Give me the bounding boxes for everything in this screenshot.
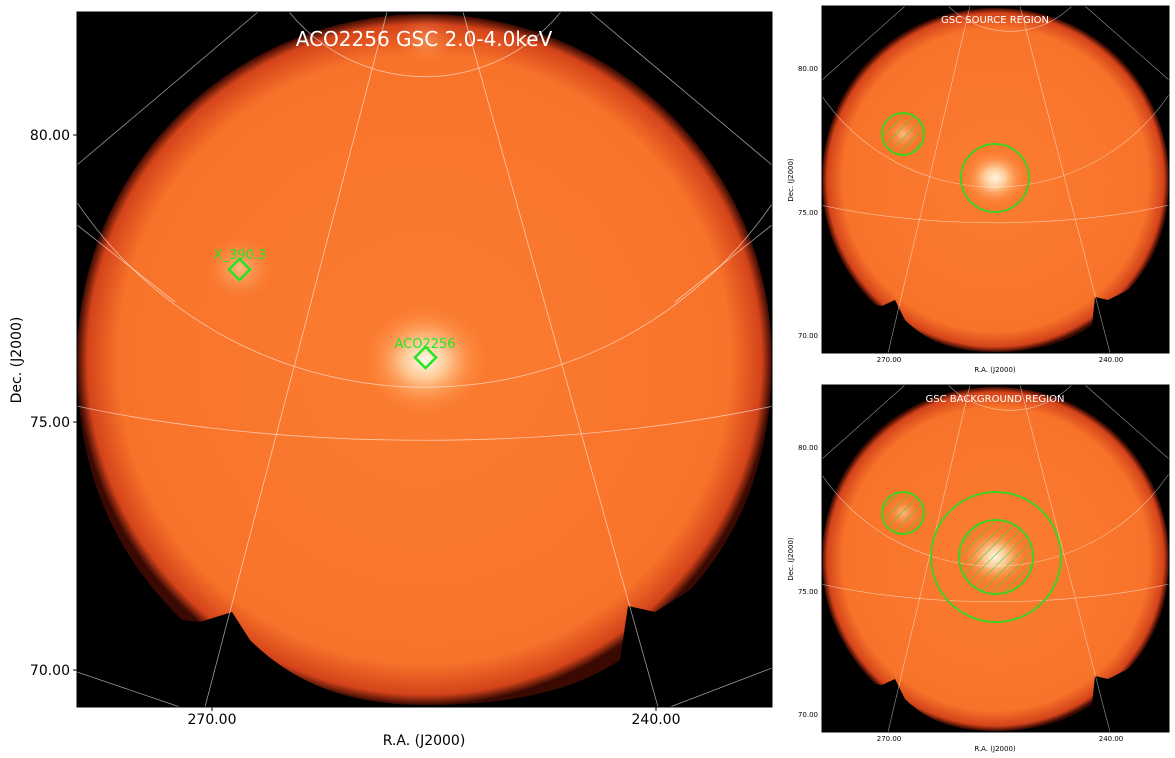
source-label-x390: X_390.3 xyxy=(214,248,267,263)
x-tick-label: 270.00 xyxy=(188,712,237,728)
aco2256-emission xyxy=(363,305,487,415)
x-tick-label: 270.00 xyxy=(877,735,902,743)
diamond-icon[interactable] xyxy=(413,345,438,370)
source-coordinate-grid xyxy=(822,6,1169,353)
main-title: ACO2256 GSC 2.0-4.0keV xyxy=(296,27,553,51)
x-tick-label: 240.00 xyxy=(632,712,681,728)
main-coordinate-grid xyxy=(77,12,772,707)
y-tick-label: 75.00 xyxy=(798,209,818,217)
y-tick-label: 70.00 xyxy=(798,332,818,340)
y-tick-label: 75.00 xyxy=(798,588,818,596)
y-tick-label: 80.00 xyxy=(30,128,70,144)
x-axis-label: R.A. (J2000) xyxy=(974,366,1016,374)
source-circle-x390[interactable] xyxy=(881,112,925,156)
source-region-panel: GSC SOURCE REGION 80.00 75.00 70.00 270.… xyxy=(787,5,1170,374)
y-tick-label: 75.00 xyxy=(30,415,70,431)
source-panel-frame xyxy=(821,5,1170,354)
x-tick-label: 240.00 xyxy=(1099,735,1124,743)
background-panel-frame xyxy=(821,384,1170,733)
y-tick-label: 80.00 xyxy=(798,444,818,452)
aco2256-emission xyxy=(963,150,1027,206)
x390-emission xyxy=(206,236,274,300)
y-tick-label: 70.00 xyxy=(30,663,70,679)
background-region-panel: GSC BACKGROUND REGION 80.00 75.00 70.00 … xyxy=(787,384,1170,753)
y-tick-label: 80.00 xyxy=(798,65,818,73)
x-tick-label: 270.00 xyxy=(877,356,902,364)
x-tick-label: 240.00 xyxy=(1099,356,1124,364)
exclusion-circle-x390[interactable] xyxy=(881,491,925,535)
source-circle-aco2256[interactable] xyxy=(960,143,1030,213)
faint-emission xyxy=(396,16,456,64)
background-panel-title: GSC BACKGROUND REGION xyxy=(926,394,1065,405)
y-axis-label: Dec. (J2000) xyxy=(787,158,795,202)
main-tick-marks xyxy=(73,134,657,711)
background-annulus-outer[interactable] xyxy=(930,491,1062,623)
main-panel-frame xyxy=(76,11,773,708)
diamond-icon[interactable] xyxy=(227,257,252,282)
x-axis-label: R.A. (J2000) xyxy=(974,745,1016,753)
y-axis-label: Dec. (J2000) xyxy=(787,537,795,581)
source-label-aco2256: ACO2256 xyxy=(394,337,455,352)
source-panel-title: GSC SOURCE REGION xyxy=(941,15,1049,26)
y-axis-label: Dec. (J2000) xyxy=(9,317,25,404)
exclusion-circle-aco2256[interactable] xyxy=(958,519,1034,595)
x-axis-label: R.A. (J2000) xyxy=(383,733,466,749)
y-tick-label: 70.00 xyxy=(798,711,818,719)
main-image-panel: X_390.3 ACO2256 ACO2256 GSC 2.0-4.0keV 8… xyxy=(9,11,773,749)
